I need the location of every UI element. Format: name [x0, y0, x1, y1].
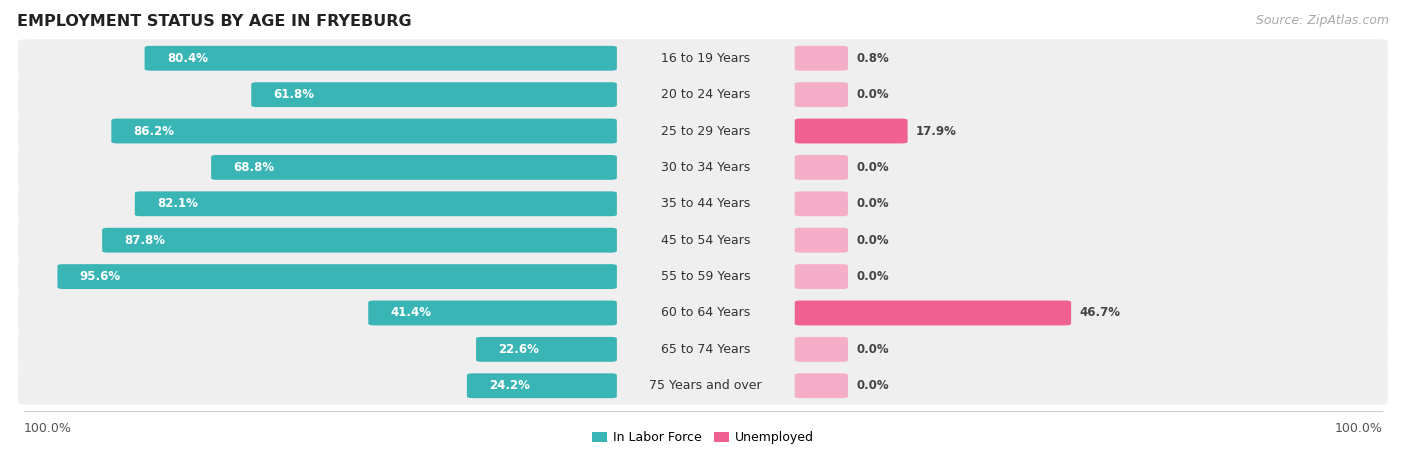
Text: 55 to 59 Years: 55 to 59 Years — [661, 270, 751, 283]
Text: 41.4%: 41.4% — [391, 306, 432, 320]
FancyBboxPatch shape — [794, 46, 848, 71]
Text: 100.0%: 100.0% — [1334, 422, 1382, 435]
Text: 0.0%: 0.0% — [856, 234, 889, 247]
Text: 17.9%: 17.9% — [915, 125, 957, 138]
Text: 35 to 44 Years: 35 to 44 Years — [661, 197, 751, 210]
Text: 30 to 34 Years: 30 to 34 Years — [661, 161, 751, 174]
Text: 0.0%: 0.0% — [856, 343, 889, 356]
FancyBboxPatch shape — [794, 337, 848, 362]
Text: 46.7%: 46.7% — [1080, 306, 1121, 320]
Text: Source: ZipAtlas.com: Source: ZipAtlas.com — [1256, 14, 1389, 27]
Text: 0.8%: 0.8% — [856, 52, 889, 65]
Text: 16 to 19 Years: 16 to 19 Years — [661, 52, 751, 65]
Text: 80.4%: 80.4% — [167, 52, 208, 65]
FancyBboxPatch shape — [111, 119, 617, 144]
Text: 0.0%: 0.0% — [856, 88, 889, 101]
FancyBboxPatch shape — [794, 301, 1071, 325]
Text: 0.0%: 0.0% — [856, 379, 889, 392]
Text: 87.8%: 87.8% — [125, 234, 166, 247]
FancyBboxPatch shape — [794, 82, 848, 107]
FancyBboxPatch shape — [145, 46, 617, 71]
Text: 95.6%: 95.6% — [80, 270, 121, 283]
FancyBboxPatch shape — [794, 264, 848, 289]
FancyBboxPatch shape — [252, 82, 617, 107]
Text: 45 to 54 Years: 45 to 54 Years — [661, 234, 751, 247]
FancyBboxPatch shape — [135, 191, 617, 216]
Text: 0.0%: 0.0% — [856, 197, 889, 210]
Text: 75 Years and over: 75 Years and over — [650, 379, 762, 392]
Text: 100.0%: 100.0% — [24, 422, 72, 435]
Text: 0.0%: 0.0% — [856, 161, 889, 174]
FancyBboxPatch shape — [18, 367, 1388, 405]
FancyBboxPatch shape — [211, 155, 617, 180]
Text: 61.8%: 61.8% — [274, 88, 315, 101]
FancyBboxPatch shape — [477, 337, 617, 362]
FancyBboxPatch shape — [18, 148, 1388, 186]
FancyBboxPatch shape — [18, 330, 1388, 369]
FancyBboxPatch shape — [18, 294, 1388, 332]
Text: 24.2%: 24.2% — [489, 379, 530, 392]
Text: 25 to 29 Years: 25 to 29 Years — [661, 125, 751, 138]
Text: 20 to 24 Years: 20 to 24 Years — [661, 88, 751, 101]
Text: 82.1%: 82.1% — [157, 197, 198, 210]
Text: EMPLOYMENT STATUS BY AGE IN FRYEBURG: EMPLOYMENT STATUS BY AGE IN FRYEBURG — [17, 14, 412, 29]
FancyBboxPatch shape — [18, 184, 1388, 223]
Text: 65 to 74 Years: 65 to 74 Years — [661, 343, 751, 356]
Text: 22.6%: 22.6% — [499, 343, 540, 356]
FancyBboxPatch shape — [18, 76, 1388, 114]
Text: 0.0%: 0.0% — [856, 270, 889, 283]
FancyBboxPatch shape — [467, 374, 617, 398]
FancyBboxPatch shape — [58, 264, 617, 289]
FancyBboxPatch shape — [103, 228, 617, 252]
Text: 68.8%: 68.8% — [233, 161, 274, 174]
FancyBboxPatch shape — [794, 374, 848, 398]
FancyBboxPatch shape — [794, 228, 848, 252]
FancyBboxPatch shape — [18, 221, 1388, 259]
Legend: In Labor Force, Unemployed: In Labor Force, Unemployed — [586, 426, 820, 449]
FancyBboxPatch shape — [18, 257, 1388, 296]
FancyBboxPatch shape — [794, 119, 908, 144]
Text: 60 to 64 Years: 60 to 64 Years — [661, 306, 751, 320]
FancyBboxPatch shape — [18, 39, 1388, 77]
FancyBboxPatch shape — [794, 155, 848, 180]
FancyBboxPatch shape — [368, 301, 617, 325]
Text: 86.2%: 86.2% — [134, 125, 174, 138]
FancyBboxPatch shape — [18, 112, 1388, 150]
FancyBboxPatch shape — [794, 191, 848, 216]
